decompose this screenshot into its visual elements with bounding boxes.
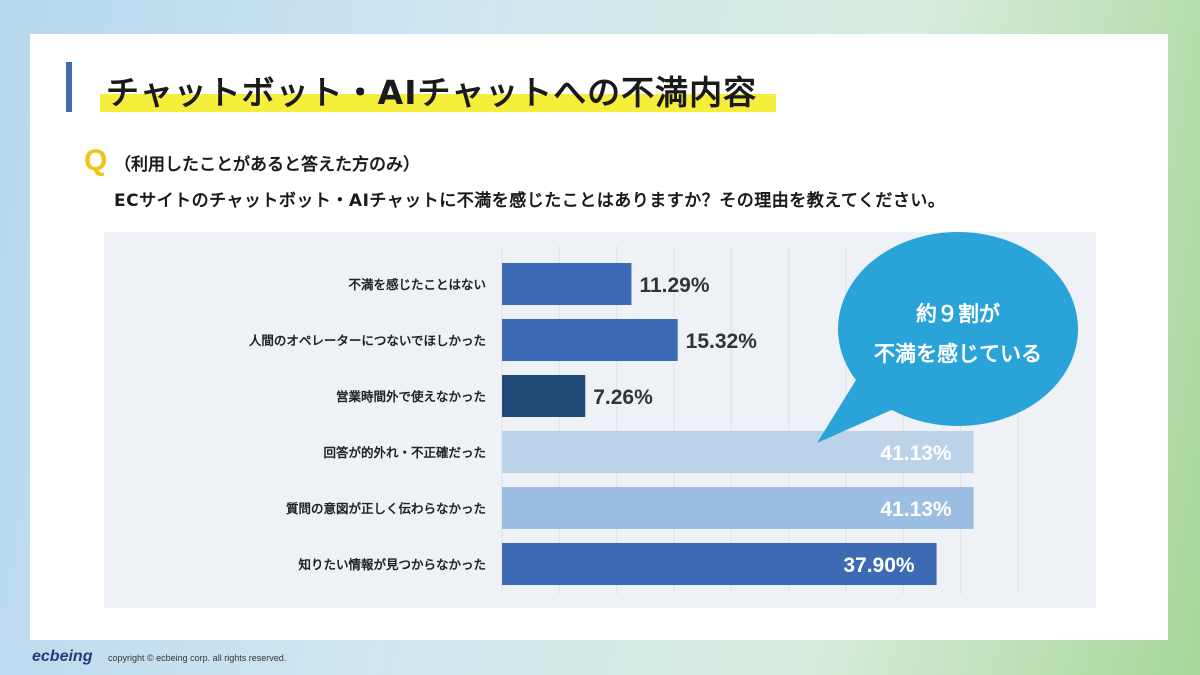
data-label: 37.90% xyxy=(843,554,915,577)
title-highlight xyxy=(100,94,776,112)
data-label: 41.13% xyxy=(880,498,952,521)
data-label: 15.32% xyxy=(686,330,758,353)
data-label: 7.26% xyxy=(593,386,653,409)
bar xyxy=(502,263,632,305)
question-text: ECサイトのチャットボット・AIチャットに不満を感じたことはありますか？その理由… xyxy=(114,191,946,211)
bar xyxy=(502,487,974,529)
callout-text-line1: 約９割が xyxy=(916,302,1000,326)
question-mark-icon: Q xyxy=(84,144,108,177)
chart-panel: 不満を感じたことはない 11.29% 人間のオペレーターにつないでほしかった 15.3… xyxy=(104,232,1096,608)
title-accent-bar xyxy=(66,62,72,112)
ecbeing-logo: ecbeing xyxy=(32,648,93,665)
callout-bubble xyxy=(838,232,1078,426)
data-label: 11.29% xyxy=(639,274,709,297)
content-card: チャットボット・AIチャットへの不満内容 Q （利用したことがあると答えた方のみ… xyxy=(30,34,1168,640)
bar xyxy=(502,319,678,361)
data-label: 41.13% xyxy=(880,442,952,465)
category-label: 質問の意図が正しく伝わらなかった xyxy=(286,501,486,516)
bar xyxy=(502,543,937,585)
bar-chart: 不満を感じたことはない 11.29% 人間のオペレーターにつないでほしかった 15.3… xyxy=(249,232,1078,594)
category-label: 人間のオペレーターにつないでほしかった xyxy=(249,333,486,348)
bar xyxy=(502,431,974,473)
copyright-text: copyright © ecbeing corp. all rights res… xyxy=(108,653,287,663)
category-label: 不満を感じたことはない xyxy=(348,277,486,292)
bar xyxy=(502,375,586,417)
callout-text-line2: 不満を感じている xyxy=(874,342,1042,366)
category-label: 回答が的外れ・不正確だった xyxy=(323,445,486,460)
category-label: 知りたい情報が見つからなかった xyxy=(297,557,486,572)
page-title: チャットボット・AIチャットへの不満内容 xyxy=(106,73,758,112)
category-label: 営業時間外で使えなかった xyxy=(336,389,486,404)
question-note: （利用したことがあると答えた方のみ） xyxy=(114,155,420,175)
footer: ecbeing copyright © ecbeing corp. all ri… xyxy=(0,642,1200,675)
